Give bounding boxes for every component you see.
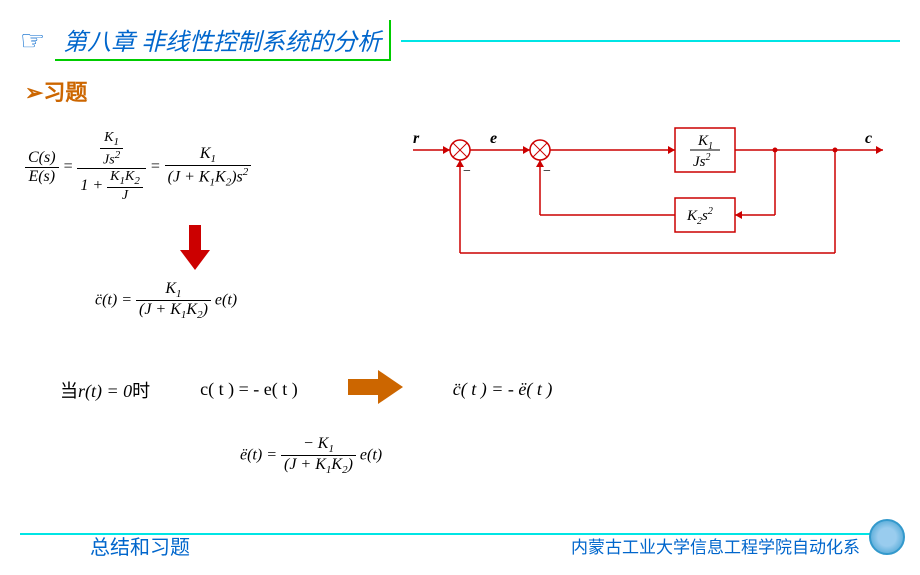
footer-left-text: 总结和习题	[90, 531, 190, 560]
section-marker: ➢习题	[25, 75, 87, 107]
hand-icon: ☞	[20, 24, 45, 58]
equation-transfer-function: C(s) E(s) = K1 Js2 1 + K1K2 J = K1 (J + …	[25, 130, 251, 204]
block-diagram: r e c − K1 Js2 K2s2	[405, 125, 890, 255]
arrow-right-icon	[348, 370, 403, 409]
label-e: e	[490, 130, 497, 147]
svg-text:K2s2: K2s2	[686, 206, 713, 227]
equation-row-conditions: 当r(t) = 0时 c( t ) = - e( t ) c̈( t ) = -…	[60, 370, 552, 409]
arrow-down-icon	[180, 225, 210, 275]
svg-text:−: −	[463, 164, 471, 179]
chapter-header: ☞ 第八章 非线性控制系统的分析	[20, 20, 900, 61]
chapter-title: 第八章 非线性控制系统的分析	[55, 20, 391, 61]
label-c: c	[865, 130, 872, 147]
footer-logo-icon	[869, 519, 905, 555]
svg-text:Js2: Js2	[693, 152, 711, 170]
equation-c-equals-neg-e: c( t ) = - e( t )	[200, 379, 298, 400]
footer: 总结和习题 内蒙古工业大学信息工程学院自动化系	[0, 528, 920, 563]
footer-right-text: 内蒙古工业大学信息工程学院自动化系	[571, 533, 860, 558]
equation-c-double-dot: c̈(t) = K1 (J + K1K2) e(t)	[95, 280, 237, 321]
equation-e-double-dot: ë(t) = − K1 (J + K1K2) e(t)	[240, 435, 382, 476]
label-r: r	[413, 130, 420, 147]
svg-text:K1: K1	[697, 133, 713, 152]
equation-derivative-relation: c̈( t ) = - ë( t )	[453, 379, 553, 400]
svg-text:−: −	[543, 164, 551, 179]
header-underline	[401, 40, 900, 42]
